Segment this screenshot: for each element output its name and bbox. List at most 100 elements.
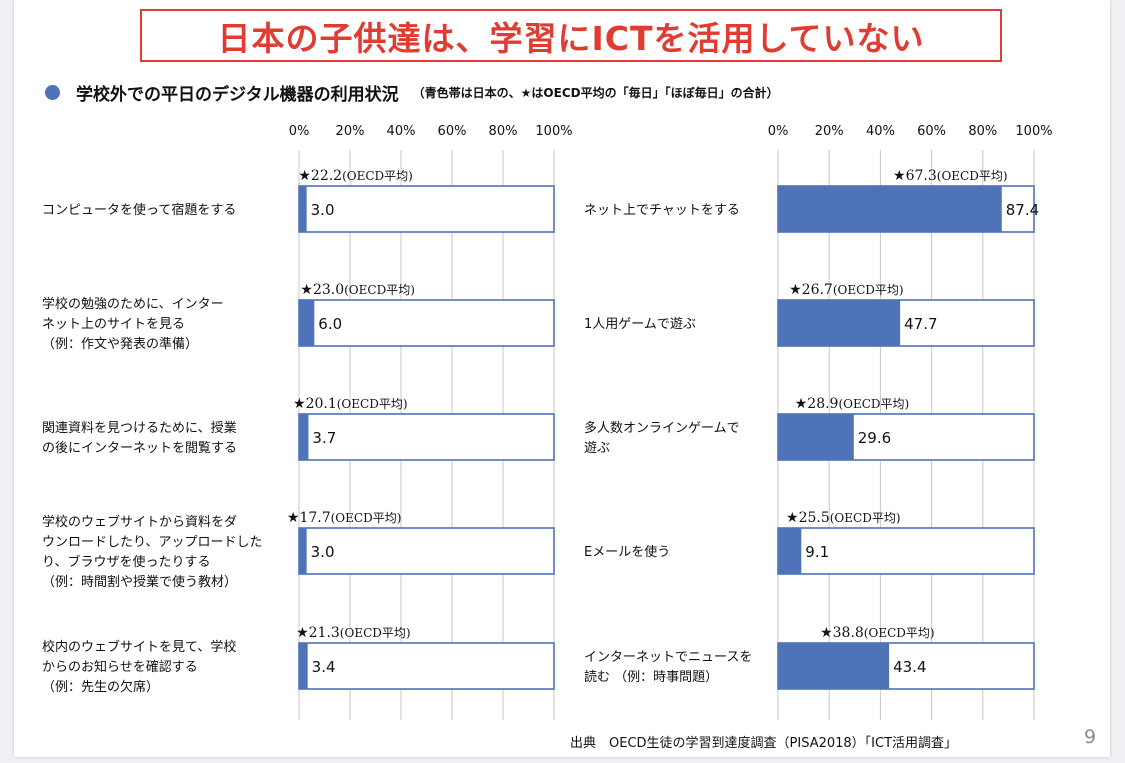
panel-2-oecd-annotation: ★38.8(OECD平均) <box>820 625 935 641</box>
panel-1-oecd-value: 17.7 <box>299 510 330 526</box>
panel-2-bar-japan <box>778 643 890 689</box>
panel-2-oecd-value: 67.3 <box>906 168 937 184</box>
panel-1-bar-japan <box>299 528 307 574</box>
panel-1-oecd-suffix: (OECD平均) <box>331 511 402 525</box>
panel-1-oecd-value: 23.0 <box>313 282 344 298</box>
panel-1-tick-label: 80% <box>489 124 518 139</box>
panel-1-oecd-value: 22.2 <box>311 168 342 184</box>
panel-1-tick-label: 20% <box>336 124 365 139</box>
panel-2-bar-japan <box>778 186 1002 232</box>
panel-1-oecd-annotation: ★22.2(OECD平均) <box>298 168 413 184</box>
bullet-dot-icon <box>45 85 60 100</box>
panel-1-oecd-annotation: ★17.7(OECD平均) <box>287 510 402 526</box>
source-citation: 出典 OECD生徒の学習到達度調査（PISA2018）「ICT活用調査」 <box>570 736 958 751</box>
panel-1-category-label-line: り、ブラウザを使ったりする <box>42 554 210 570</box>
panel-2-value-label: 47.7 <box>904 315 937 333</box>
panel-2-category-label-line: Eメールを使う <box>584 544 670 560</box>
panel-2-oecd-star-icon: ★ <box>893 168 906 184</box>
panel-1-category-label-line: 校内のウェブサイトを見て、学校 <box>42 639 236 655</box>
panel-2-value-label: 43.4 <box>893 658 926 676</box>
panel-2-category-label: Eメールを使う <box>584 544 670 560</box>
panel-1-category-label-line: ウンロードしたり、アップロードした <box>42 535 262 550</box>
panel-2-category-label: インターネットでニュースを読む （例：時事問題） <box>584 650 752 685</box>
panel-1-oecd-star-icon: ★ <box>287 510 300 526</box>
panel-2-oecd-annotation: ★28.9(OECD平均) <box>795 396 910 412</box>
panel-2-oecd-annotation: ★25.5(OECD平均) <box>786 510 901 526</box>
panel-1-category-label-line: の後にインターネットを閲覧する <box>42 440 237 456</box>
panel-2-value-label: 29.6 <box>858 429 891 447</box>
panel-2-tick-label: 60% <box>917 124 946 139</box>
panel-1-bar-japan <box>299 300 315 346</box>
panel-2-oecd-suffix: (OECD平均) <box>864 626 935 640</box>
panel-1-bar-outline <box>298 642 555 690</box>
slide <box>14 0 1110 757</box>
panel-1-value-label: 6.0 <box>318 315 342 333</box>
panel-1-category-label-line: （例：時間割や授業で使う教材） <box>42 574 237 590</box>
subtitle: 学校外での平日のデジタル機器の利用状況 <box>76 85 399 105</box>
panel-2-oecd-suffix: (OECD平均) <box>833 283 904 297</box>
panel-2-value-label: 9.1 <box>805 543 829 561</box>
panel-1-bar-japan <box>299 643 308 689</box>
panel-2-oecd-suffix: (OECD平均) <box>838 397 909 411</box>
panel-2-category-label-line: インターネットでニュースを <box>584 650 752 665</box>
panel-2-oecd-annotation: ★26.7(OECD平均) <box>789 282 904 298</box>
panel-2-category-label-line: 読む （例：時事問題） <box>584 669 718 685</box>
panel-1-oecd-annotation: ★21.3(OECD平均) <box>296 625 411 641</box>
panel-2-category-label: 多人数オンラインゲームで遊ぶ <box>584 420 740 456</box>
panel-2-oecd-suffix: (OECD平均) <box>830 511 901 525</box>
panel-2-oecd-value: 38.8 <box>833 625 864 641</box>
panel-2-oecd-star-icon: ★ <box>786 510 799 526</box>
panel-1-oecd-suffix: (OECD平均) <box>340 626 411 640</box>
panel-2-tick-label: 20% <box>815 124 844 139</box>
panel-2-value-label: 87.4 <box>1006 201 1039 219</box>
panel-1-tick-label: 100% <box>535 124 572 139</box>
panel-1-category-label-line: ネット上のサイトを見る <box>42 317 185 332</box>
panel-1-oecd-suffix: (OECD平均) <box>344 283 415 297</box>
panel-1-bar-japan <box>299 414 309 460</box>
panel-1-tick-label: 40% <box>387 124 416 139</box>
panel-2-bar-japan <box>778 528 802 574</box>
panel-2-oecd-star-icon: ★ <box>789 282 802 298</box>
panel-1-oecd-star-icon: ★ <box>293 396 306 412</box>
panel-1-category-label-line: 学校の勉強のために、インター <box>42 296 224 312</box>
panel-1-oecd-annotation: ★23.0(OECD平均) <box>300 282 415 298</box>
panel-2-oecd-value: 26.7 <box>802 282 833 298</box>
panel-1-category-label: 校内のウェブサイトを見て、学校からのお知らせを確認する （例：先生の欠席） <box>42 639 236 695</box>
panel-1-category-label-line: 学校のウェブサイトから資料をダ <box>42 514 237 530</box>
panel-1-bar-outline <box>298 527 555 575</box>
panel-1-category-label-line: からのお知らせを確認する <box>42 659 198 675</box>
panel-2-oecd-suffix: (OECD平均) <box>937 169 1008 183</box>
slide-title: 日本の子供達は、学習にICTを活用していない <box>140 9 1002 62</box>
panel-1-value-label: 3.7 <box>312 429 336 447</box>
panel-1-category-label-line: （例：先生の欠席） <box>42 679 159 695</box>
panel-1-value-label: 3.0 <box>311 543 335 561</box>
panel-2-oecd-star-icon: ★ <box>795 396 808 412</box>
panel-2-category-label-line: ネット上でチャットをする <box>584 203 740 218</box>
panel-1-tick-label: 60% <box>438 124 467 139</box>
panel-1-value-label: 3.0 <box>311 201 335 219</box>
panel-1-bar-japan <box>299 186 307 232</box>
subtitle-note: （青色帯は日本の、★はOECD平均の「毎日」「ほぼ毎日」の合計） <box>412 86 779 100</box>
panel-1-oecd-value: 20.1 <box>306 396 337 412</box>
panel-1-bar-outline <box>298 413 555 461</box>
panel-1-category-label-line: （例：作文や発表の準備） <box>42 336 198 352</box>
panel-1-bar-outline <box>298 185 555 233</box>
panel-2-tick-label: 80% <box>968 124 997 139</box>
panel-2-bar-japan <box>778 300 901 346</box>
panel-2-oecd-value: 28.9 <box>807 396 838 412</box>
panel-1-category-label: 関連資料を見つけるために、授業の後にインターネットを閲覧する <box>42 420 237 456</box>
panel-1-value-label: 3.4 <box>312 658 336 676</box>
panel-2-tick-label: 100% <box>1015 124 1052 139</box>
panel-1-oecd-annotation: ★20.1(OECD平均) <box>293 396 408 412</box>
panel-2-oecd-value: 25.5 <box>799 510 830 526</box>
panel-2-oecd-star-icon: ★ <box>820 625 833 641</box>
panel-2-tick-label: 0% <box>768 124 789 139</box>
panel-1-oecd-star-icon: ★ <box>300 282 313 298</box>
panel-2-category-label-line: 遊ぶ <box>584 441 610 456</box>
panel-1-tick-label: 0% <box>289 124 310 139</box>
page-number: 9 <box>1084 726 1097 748</box>
panel-2-category-label: ネット上でチャットをする <box>584 203 740 218</box>
panel-1-category-label: コンピュータを使って宿題をする <box>42 202 236 218</box>
panel-2-bar-japan <box>778 414 854 460</box>
